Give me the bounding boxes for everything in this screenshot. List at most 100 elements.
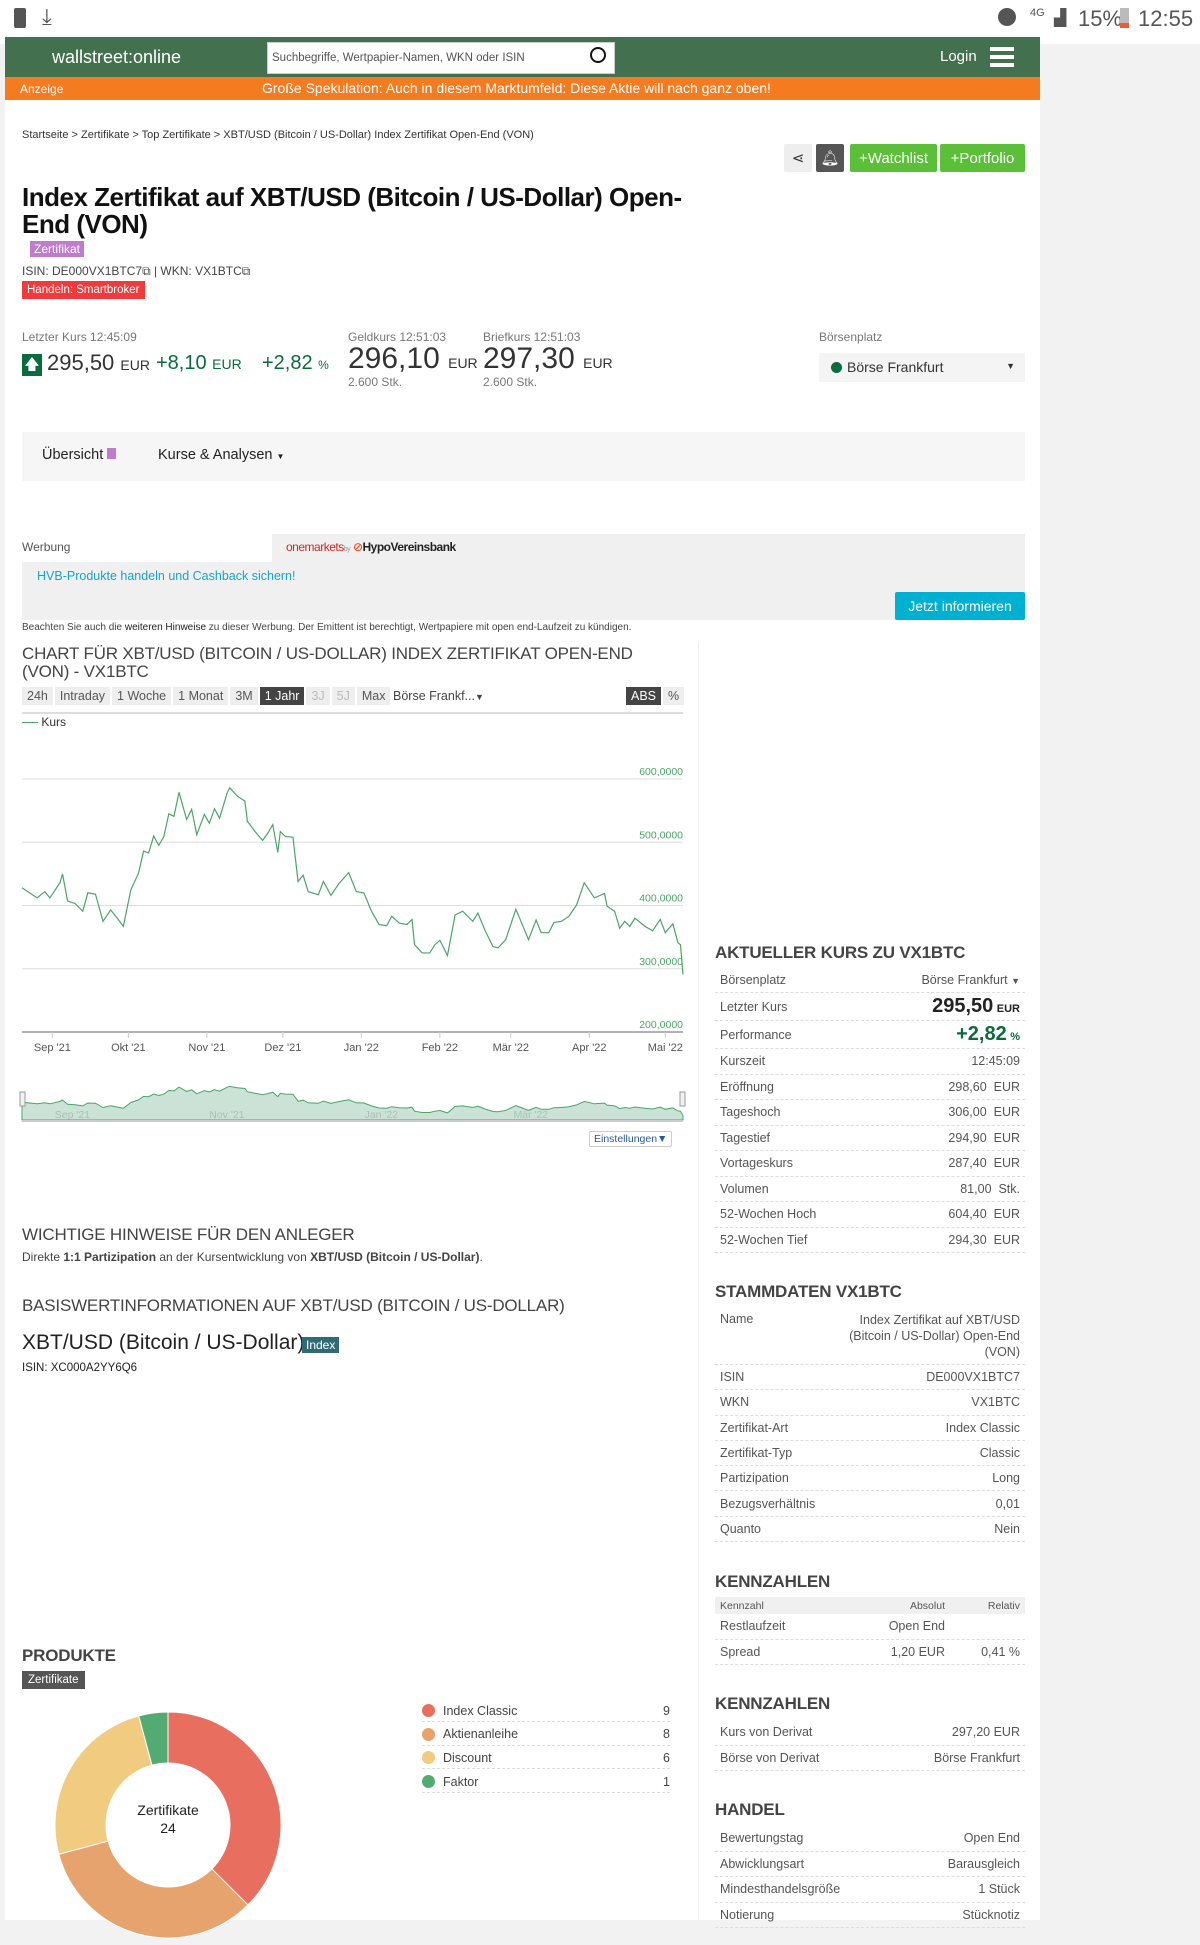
legend-label: Faktor (443, 1774, 479, 1789)
donut-center-label: Zertifikate 24 (118, 1801, 218, 1837)
y-tick-label: 200,0000 (639, 1019, 683, 1031)
bid-label: Geldkurs 12:51:03 (348, 330, 447, 344)
search-icon[interactable] (590, 47, 606, 63)
range-button[interactable]: 3M (230, 687, 258, 705)
pct: % (318, 358, 329, 372)
legend-dot (422, 1704, 435, 1717)
exchange-dropdown[interactable]: Börse Frankf...▼ (393, 689, 484, 703)
figures2-title: KENNZAHLEN (715, 1694, 831, 1713)
table-row: Partizipation Long (715, 1466, 1025, 1492)
tab-overview[interactable]: Übersicht (42, 447, 117, 463)
row-value: Long (992, 1471, 1020, 1486)
breadcrumb: Startseite > Zertifikate > Top Zertifika… (22, 129, 534, 141)
range-buttons: 24h Intraday 1 Woche 1 Monat 3M 1 Jahr 3J 5J Max (22, 687, 392, 705)
disclaimer-link[interactable]: weiteren Hinweise (124, 622, 207, 633)
chart-settings-button[interactable]: Einstellungen▼ (589, 1131, 673, 1147)
navigator-handle-left[interactable] (19, 1091, 26, 1107)
chart-legend[interactable]: Kurs (22, 715, 66, 729)
brand-onemarkets: onemarkets (286, 540, 344, 554)
row-label: Restlaufzeit (720, 1619, 786, 1634)
range-button[interactable]: 3J (306, 687, 330, 705)
currency: EUR (212, 356, 242, 372)
table-row: Bewertungstag Open End (715, 1826, 1025, 1852)
breadcrumb-item[interactable]: Startseite (22, 129, 69, 141)
legend-label: Index Classic (443, 1703, 518, 1718)
trade-badge[interactable]: Handeln: Smartbroker (22, 281, 145, 299)
hints-bold: XBT/USD (Bitcoin / US-Dollar) (310, 1250, 480, 1264)
range-button[interactable]: 1 Jahr (259, 687, 305, 705)
row-label: Börse von Derivat (720, 1750, 820, 1765)
mode-abs[interactable]: ABS (626, 687, 662, 705)
row-label: Spread (720, 1644, 761, 1659)
row-label: Tagestief (720, 1130, 771, 1145)
range-button[interactable]: 24h (22, 687, 53, 705)
change-pct-value: +2,82 (262, 352, 313, 374)
legend-item[interactable]: Index Classic 9 (422, 1700, 670, 1722)
alarm-icon (998, 8, 1016, 26)
page-title: Index Zertifikat auf XBT/USD (Bitcoin / … (22, 182, 682, 239)
promo-banner[interactable]: Anzeige Große Spekulation: Auch in diese… (5, 77, 1040, 100)
legend-dot (422, 1751, 435, 1765)
table-row: Tageshoch 306,00 EUR (715, 1100, 1025, 1126)
legend-label: Kurs (41, 715, 67, 729)
mode-buttons: ABS% (626, 687, 686, 705)
donut-slice[interactable] (58, 1840, 249, 1939)
legend-item[interactable]: Aktienanleihe 8 (422, 1724, 670, 1746)
mode-percent[interactable]: % (663, 687, 685, 705)
type-badge: Zertifikat (30, 241, 85, 257)
figures-title: KENNZAHLEN (715, 1572, 831, 1591)
y-tick-label: 300,0000 (639, 956, 683, 968)
donut-center-title: Zertifikate (137, 1802, 199, 1818)
hints-text: Direkte 1:1 Partizipation an der Kursent… (22, 1250, 483, 1264)
range-button[interactable]: Intraday (54, 687, 111, 705)
search-input[interactable]: Suchbegriffe, Wertpapier-Namen, WKN oder… (267, 42, 615, 74)
login-link[interactable]: Login (940, 48, 977, 65)
underlying-name[interactable]: XBT/USD (Bitcoin / US-Dollar) (22, 1331, 305, 1354)
current-exchange-select[interactable]: Börse Frankfurt ▼ (921, 973, 1020, 987)
ad-link[interactable]: HVB-Produkte handeln und Cashback sicher… (37, 569, 296, 583)
logo[interactable]: wallstreet:online (52, 47, 182, 67)
master-data-title: STAMMDATEN VX1BTC (715, 1282, 902, 1301)
legend-item[interactable]: Discount 6 (422, 1747, 670, 1770)
row-value: Open End (888, 1619, 945, 1634)
currency: EUR (448, 355, 478, 371)
promo-label: Anzeige (20, 82, 64, 96)
donut-slice[interactable] (167, 1711, 282, 1906)
y-tick-label: 600,0000 (639, 766, 683, 778)
range-button[interactable]: Max (356, 687, 391, 705)
battery-icon (1120, 8, 1129, 28)
table-row: Börse von Derivat Börse Frankfurt (715, 1746, 1025, 1771)
row-label: 52-Wochen Tief (720, 1232, 808, 1247)
range-button[interactable]: 1 Woche (112, 687, 172, 705)
price-chart[interactable]: 600,0000 500,0000 400,0000 300,0000 200,0000… (0, 740, 700, 1140)
legend-count: 6 (663, 1750, 670, 1765)
hamburger-menu-icon[interactable] (990, 47, 1014, 67)
row-label: Name (720, 1312, 754, 1326)
legend-item[interactable]: Faktor 1 (422, 1771, 670, 1794)
products-tab[interactable]: Zertifikate (22, 1671, 85, 1689)
x-tick-label: Okt '21 (111, 1042, 146, 1054)
row-value: 295,50 (932, 995, 994, 1017)
donut-center-total: 24 (160, 1820, 176, 1836)
row-label: Börsenplatz (720, 973, 787, 987)
row-label: Abwicklungsart (720, 1856, 805, 1871)
alert-button[interactable]: 🔔︎ (816, 144, 844, 172)
exchange-select[interactable]: Börse Frankfurt ▼ (819, 353, 1025, 382)
copy-icon[interactable]: ⧉ (241, 264, 251, 278)
range-button[interactable]: 5J (331, 687, 355, 705)
breadcrumb-item[interactable]: Zertifikate (81, 129, 130, 141)
portfolio-button[interactable]: +Portfolio (940, 144, 1025, 172)
range-button[interactable]: 1 Monat (173, 687, 229, 705)
navigator-handle-right[interactable] (679, 1091, 686, 1107)
copy-icon[interactable]: ⧉ (142, 264, 151, 278)
donut-slice[interactable] (138, 1711, 169, 1766)
donut-slice[interactable] (54, 1715, 153, 1855)
promo-text[interactable]: Große Spekulation: Auch in diesem Marktu… (262, 80, 771, 96)
breadcrumb-item[interactable]: Top Zertifikate (141, 129, 211, 141)
ad-box[interactable] (272, 534, 1025, 562)
watchlist-button[interactable]: +Watchlist (850, 144, 937, 172)
ad-body[interactable] (22, 562, 1025, 620)
ad-cta-button[interactable]: Jetzt informieren (895, 592, 1025, 620)
tab-prices-analyses[interactable]: Kurse & Analysen ▼ (158, 447, 284, 463)
share-button[interactable]: ⋖ (784, 144, 812, 172)
